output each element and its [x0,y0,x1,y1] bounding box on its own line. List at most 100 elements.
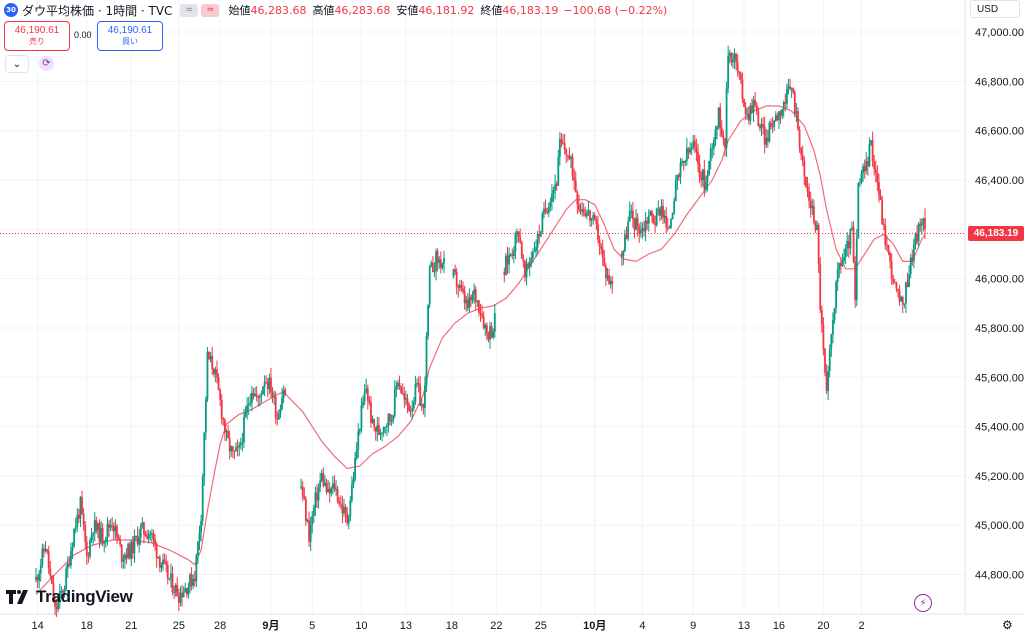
candle-body [539,231,542,237]
candle-body [89,540,91,557]
candle-body [479,312,482,314]
candle-body [371,418,374,423]
candle-body [630,210,633,212]
candle-body [431,262,434,273]
candle-body [304,499,307,521]
candle-body [606,275,609,279]
candle-body [651,211,653,217]
candle-body [547,206,550,213]
candle-body [347,516,350,524]
buy-button[interactable]: 46,190.61 買い [97,21,163,51]
candle-body [301,486,304,497]
x-tick-label: 21 [125,620,137,632]
candle-body [531,252,534,259]
candle-body [263,382,266,387]
candle-body [671,212,674,220]
candle-body [698,163,701,177]
candle-body [624,234,626,252]
candle-body [870,140,872,145]
candle-body [425,336,428,386]
y-tick-label: 46,000.00 [975,274,1024,286]
candle-body [217,377,220,390]
candle-body [743,98,745,107]
candle-body [901,297,904,305]
candle-body [478,300,480,313]
candle-body [563,143,566,150]
candle-body [600,246,603,249]
candle-body [193,579,196,582]
candle-body [595,219,598,225]
candle-body [744,106,747,115]
candle-body [155,544,158,559]
candle-body [571,156,574,177]
candle-body [404,398,407,400]
symbol-status-icon[interactable]: ≈ [201,3,220,17]
candle-body [60,591,63,593]
y-tick-label: 45,800.00 [975,323,1024,335]
x-tick-label: 13 [400,620,412,632]
candle-body [814,221,817,231]
candle-body [605,265,607,279]
candle-body [141,522,144,526]
candle-body [681,160,684,163]
candle-body [708,161,710,176]
collapse-button[interactable]: ⌄ [5,55,29,73]
sell-label: 売り [29,37,45,46]
candle-body [693,140,696,148]
candle-body [214,369,217,374]
candle-body [881,199,884,224]
open-value: 46,283.68 [250,3,307,17]
candle-body [922,218,925,223]
candle-body [754,99,757,105]
candle-body [828,348,831,371]
candle-body [52,583,55,603]
candle-body [689,149,691,153]
price-axis[interactable]: 44,800.00 45,000.00 45,200.00 45,400.00 45,6… [975,27,1024,581]
moving-average-line [35,105,926,595]
sell-button[interactable]: 46,190.61 売り [4,21,70,51]
candle-body [536,234,539,248]
candle-body [398,382,401,387]
candle-body [674,180,677,201]
tradingview-logo[interactable]: TradingView [6,586,133,608]
candle-body [611,280,614,285]
hide-legend-icon[interactable]: = [180,3,199,17]
flash-icon[interactable]: ⚡ [914,594,932,612]
candle-body [768,122,771,142]
candle-body [357,431,360,451]
refresh-icon[interactable]: ⟳ [39,56,54,71]
candle-body [825,372,828,391]
candle-body [909,257,912,275]
candle-body [847,240,850,249]
candle-body [401,392,404,394]
candle-body [576,192,579,205]
y-tick-label: 45,400.00 [975,422,1024,434]
chart-title[interactable]: ダウ平均株価 · 1時間 · TVC [22,3,173,18]
candle-body [846,240,849,249]
candle-body [103,541,106,544]
currency-selector[interactable]: USD [970,0,1020,18]
candle-body [333,483,336,490]
candle-body [514,233,517,252]
candle-body [195,555,198,582]
candle-body [824,348,826,373]
candle-body [546,211,549,213]
candle-body [58,591,61,601]
settings-icon[interactable]: ⚙ [1002,618,1013,632]
symbol-icon[interactable]: 30 [4,3,18,17]
candle-body [660,205,663,216]
candle-body [184,588,187,593]
candle-body [665,215,668,228]
candle-body [111,525,114,527]
candle-body [760,124,763,129]
x-tick-label: 28 [214,620,226,632]
spread-value: 0.00 [74,30,92,40]
candle-body [300,486,303,488]
time-axis[interactable]: 14 18 21 25 28 9月 5 10 13 18 22 25 10月 4 9 13 16 20 2 [31,619,864,632]
candle-body [436,251,439,263]
candle-body [851,227,853,229]
candle-body [309,525,312,542]
candle-body [871,140,874,162]
candle-body [644,220,647,232]
